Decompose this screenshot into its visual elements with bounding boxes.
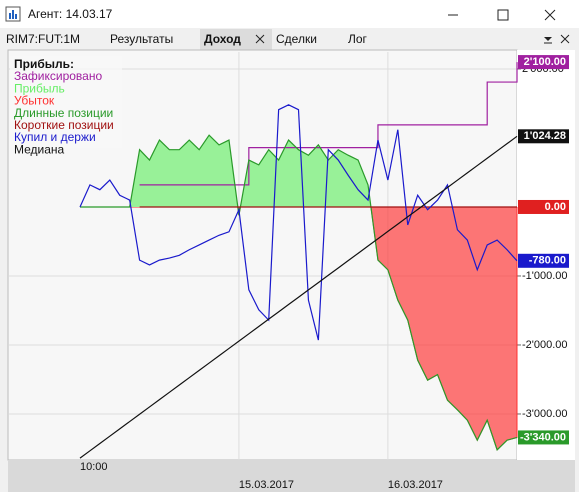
value-tag-label: 1'024.28 — [524, 130, 566, 142]
value-tag-label: 0.00 — [545, 201, 566, 213]
active-tab[interactable] — [200, 29, 272, 50]
legend-entry: Убыток — [14, 94, 55, 108]
tab-label[interactable]: Доход — [204, 32, 241, 46]
tab-bar: RIM7:FUT:1M Результаты Доход Сделки Лог — [6, 29, 368, 50]
window-title: Агент: 14.03.17 — [28, 7, 113, 21]
y-tick-label: -1'000.00 — [522, 270, 568, 282]
x-axis-area — [8, 460, 575, 492]
value-tag-label: 2'100.00 — [524, 56, 566, 68]
x-tick-label: 16.03.2017 — [388, 479, 443, 491]
app-icon — [5, 6, 21, 22]
value-tag — [518, 55, 569, 70]
x-tick-label: 15.03.2017 — [239, 479, 294, 491]
tab-menu-button[interactable] — [544, 37, 552, 41]
tab-label[interactable]: Сделки — [276, 32, 317, 46]
value-tag — [518, 430, 569, 445]
series-line — [139, 62, 518, 186]
series-line — [80, 134, 518, 451]
legend-entry: Медиана — [14, 142, 65, 156]
value-tag — [518, 253, 569, 268]
tab-label[interactable]: Лог — [348, 32, 368, 46]
value-tag-label: -780.00 — [529, 255, 566, 267]
x-tick-label: 10:00 — [80, 461, 108, 473]
close-button[interactable] — [544, 9, 556, 21]
tab-label[interactable]: RIM7:FUT:1M — [6, 32, 80, 46]
legend-entry: Зафиксировано — [14, 69, 102, 83]
maximize-button[interactable] — [497, 9, 509, 21]
y-tick-label: -2'000.00 — [522, 339, 568, 351]
y-tick-label: -3'000.00 — [522, 408, 568, 420]
tab-close — [255, 34, 265, 44]
legend-entry: Длинные позиции — [14, 106, 113, 120]
legend-title: Прибыль: — [14, 57, 74, 71]
profit-area — [80, 135, 517, 207]
legend-entry: Прибыль — [14, 81, 65, 95]
value-tag — [518, 199, 569, 214]
tab-close-all[interactable] — [560, 34, 570, 44]
legend-entry: Купил и держи — [14, 130, 96, 144]
legend-entry: Короткие позиции — [14, 118, 114, 132]
title-bar — [0, 0, 579, 28]
value-tag-label: -3'340.00 — [520, 431, 566, 443]
value-tag — [518, 129, 569, 144]
tab-label[interactable]: Результаты — [110, 32, 173, 46]
legend-bg — [10, 56, 122, 148]
chart: 2'000.00-1'000.00-2'000.00-3'000.0010:00… — [9, 52, 569, 491]
series-line — [79, 135, 518, 459]
